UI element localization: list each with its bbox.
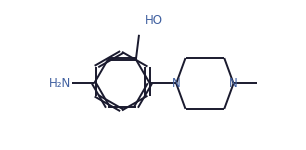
- Text: N: N: [229, 77, 238, 90]
- Text: H₂N: H₂N: [49, 77, 71, 90]
- Text: HO: HO: [145, 14, 163, 27]
- Text: N: N: [172, 77, 181, 90]
